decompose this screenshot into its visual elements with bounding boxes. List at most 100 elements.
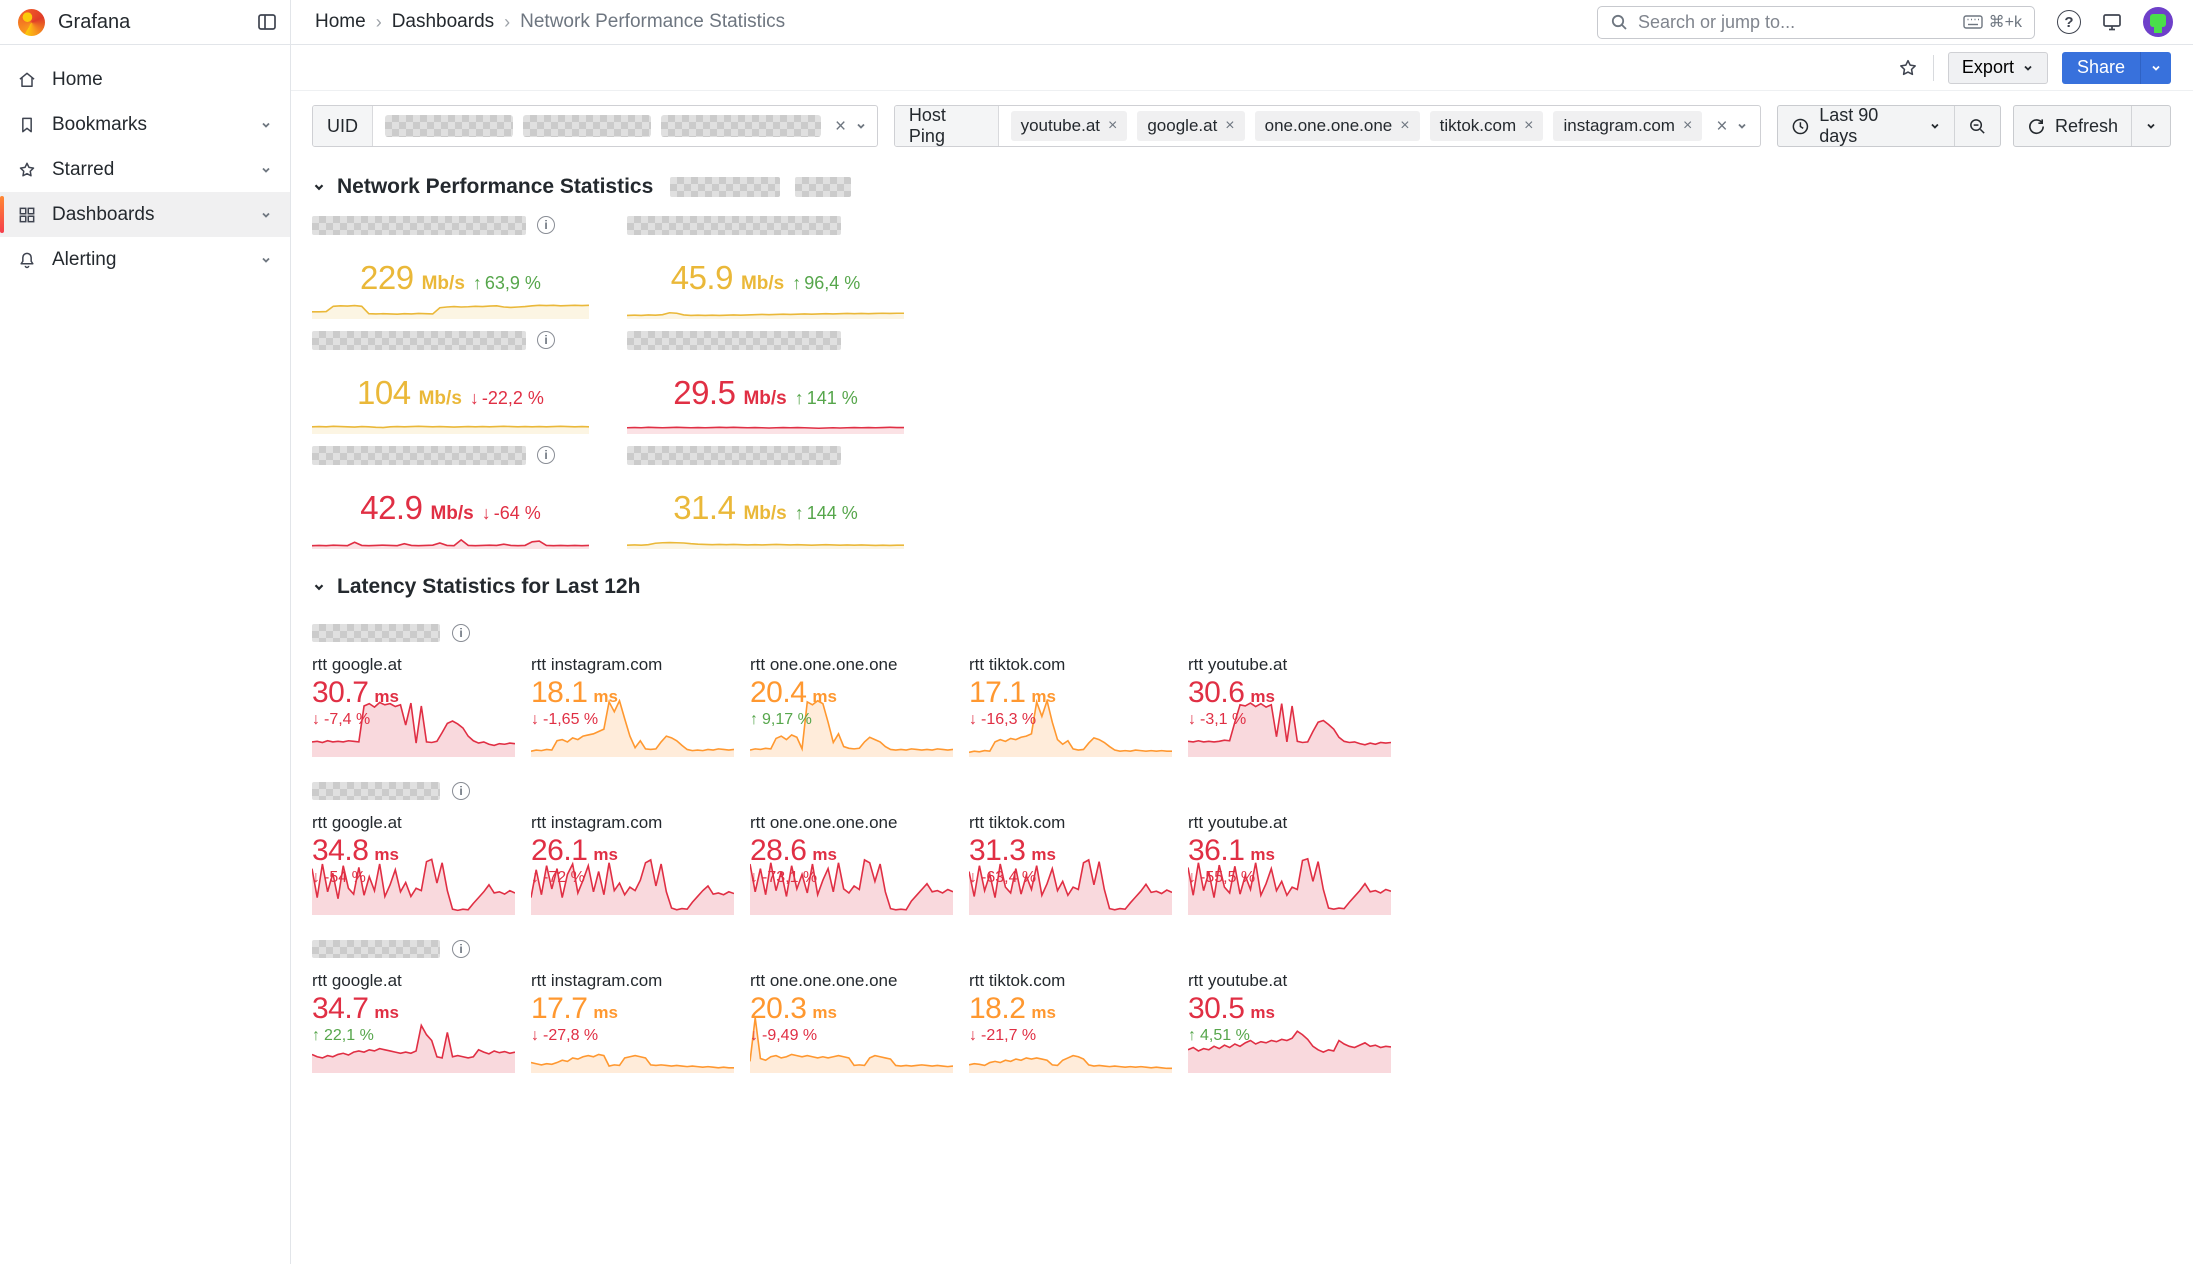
latency-unit: ms xyxy=(1250,687,1275,706)
remove-icon[interactable]: × xyxy=(1225,117,1235,134)
redacted-text xyxy=(795,177,852,197)
stat-unit: Mb/s xyxy=(740,273,785,294)
chevron-down-icon[interactable] xyxy=(260,164,272,176)
clear-filter-icon[interactable]: × xyxy=(835,115,847,137)
filter-value-chip[interactable]: google.at × xyxy=(1137,111,1245,141)
panel-title: rtt tiktok.com xyxy=(969,813,1066,832)
breadcrumb-home[interactable]: Home xyxy=(315,11,366,32)
latency-stat-panel: rtt tiktok.com 31.3 ms ↓ -63,4 % xyxy=(969,813,1172,915)
active-accent-bar xyxy=(0,196,4,233)
latency-value: 34.7 xyxy=(312,992,369,1025)
filter-value-chip[interactable]: instagram.com × xyxy=(1553,111,1703,141)
sparkline xyxy=(531,857,734,915)
latency-row: i rtt google.at 34.8 ms ↓ -54 % rtt insta… xyxy=(312,781,2169,915)
latency-stat-panel: rtt tiktok.com 18.2 ms ↓ -21,7 % xyxy=(969,971,1172,1073)
panel-title: rtt tiktok.com xyxy=(969,655,1066,674)
share-button[interactable]: Share xyxy=(2061,51,2171,84)
latency-delta: ↓ -54 % xyxy=(312,868,366,886)
stat-value: 104 xyxy=(357,374,411,411)
user-avatar[interactable] xyxy=(2143,7,2173,37)
filter-value-chip[interactable]: one.one.one.one × xyxy=(1254,111,1420,141)
latency-unit: ms xyxy=(812,687,837,706)
chevron-down-icon[interactable] xyxy=(1736,120,1748,132)
dashboard-canvas: Network Performance Statistics i 229 Mb/… xyxy=(291,153,2193,1073)
grafana-logo-icon[interactable] xyxy=(18,8,45,36)
refresh-button[interactable]: Refresh xyxy=(2014,106,2131,146)
section-network-header[interactable]: Network Performance Statistics xyxy=(312,175,2169,199)
chevron-down-icon xyxy=(2147,123,2155,129)
remove-icon[interactable]: × xyxy=(1524,117,1534,134)
trend-arrow-icon: ↓ xyxy=(1188,868,1196,886)
chevron-down-icon[interactable] xyxy=(260,119,272,131)
collapse-chevron-icon[interactable] xyxy=(312,580,326,594)
sidebar-item-alerting[interactable]: Alerting xyxy=(0,237,290,282)
host-ping-filter[interactable]: Host Ping youtube.at × google.at × one.one.o… xyxy=(893,105,1762,147)
trend-arrow-icon: ↓ xyxy=(312,868,320,886)
share-caret[interactable] xyxy=(2140,51,2171,84)
kiosk-monitor-icon[interactable] xyxy=(2101,11,2123,33)
remove-icon[interactable]: × xyxy=(1682,117,1693,134)
chevron-down-icon[interactable] xyxy=(260,254,272,266)
stat-panel: i 229 Mb/s ↑ 63,9 % xyxy=(312,215,589,319)
info-icon[interactable]: i xyxy=(537,331,555,349)
remove-icon[interactable]: × xyxy=(1400,117,1410,134)
chevron-down-icon[interactable] xyxy=(260,209,272,221)
sidebar-item-starred[interactable]: Starred xyxy=(0,147,290,192)
uid-filter-label: UID xyxy=(313,106,373,146)
stat-value: 229 xyxy=(360,259,414,296)
refresh-interval-caret[interactable] xyxy=(2131,106,2170,146)
app-name: Grafana xyxy=(58,10,131,33)
latency-unit: ms xyxy=(593,1003,618,1022)
sparkline xyxy=(750,699,953,757)
info-icon[interactable]: i xyxy=(537,446,555,464)
clear-filter-icon[interactable]: × xyxy=(1716,115,1728,137)
latency-value: 18.1 xyxy=(531,676,588,709)
trend-arrow-icon: ↓ xyxy=(481,503,491,523)
filter-value-chip[interactable]: tiktok.com × xyxy=(1429,111,1544,141)
latency-unit: ms xyxy=(1250,845,1275,864)
stat-value: 42.9 xyxy=(360,489,423,526)
info-icon[interactable]: i xyxy=(452,782,470,800)
uid-filter[interactable]: UID × xyxy=(312,105,878,147)
sidebar-item-bookmarks[interactable]: Bookmarks xyxy=(0,102,290,147)
latency-stat-panel: rtt google.at 30.7 ms ↓ -7,4 % xyxy=(312,655,515,757)
sparkline xyxy=(312,295,589,319)
remove-icon[interactable]: × xyxy=(1108,117,1118,134)
trend-arrow-icon: ↓ xyxy=(531,868,539,886)
export-button[interactable]: Export xyxy=(1947,51,2048,84)
sidebar-item-dashboards[interactable]: Dashboards xyxy=(0,192,290,237)
star-icon xyxy=(17,160,37,180)
latency-stat-panel: rtt tiktok.com 17.1 ms ↓ -16,3 % xyxy=(969,655,1172,757)
chevron-down-icon[interactable] xyxy=(855,120,867,132)
latency-delta: ↓ -7,4 % xyxy=(312,710,371,728)
help-icon[interactable]: ? xyxy=(2057,10,2081,34)
breadcrumb-dashboards[interactable]: Dashboards xyxy=(391,11,495,32)
latency-unit: ms xyxy=(374,687,399,706)
info-icon[interactable]: i xyxy=(537,216,555,234)
search-input[interactable]: Search or jump to... ⌘+k xyxy=(1597,5,2035,39)
time-range-picker[interactable]: Last 90 days xyxy=(1778,105,1954,146)
sidebar-item-home[interactable]: Home xyxy=(0,57,290,102)
chevron-down-icon xyxy=(2152,65,2160,71)
latency-value: 17.1 xyxy=(969,676,1026,709)
filter-value-chip[interactable]: youtube.at × xyxy=(1010,111,1128,141)
favorite-star-icon[interactable] xyxy=(1897,57,1919,79)
collapse-chevron-icon[interactable] xyxy=(312,180,326,194)
search-placeholder: Search or jump to... xyxy=(1638,11,1796,32)
redacted-panel-title xyxy=(627,215,841,235)
zoom-out-button[interactable] xyxy=(1953,106,2000,146)
stat-panel: i 42.9 Mb/s ↓ -64 % xyxy=(312,445,589,549)
info-icon[interactable]: i xyxy=(452,624,470,642)
trend-arrow-icon: ↑ xyxy=(472,273,482,293)
refresh-icon xyxy=(2029,118,2044,134)
info-icon[interactable]: i xyxy=(452,940,470,958)
sparkline xyxy=(627,295,904,319)
time-range-group: Last 90 days xyxy=(1777,105,2001,147)
stat-value: 31.4 xyxy=(673,489,736,526)
brand-area: Grafana xyxy=(0,0,291,44)
dock-menu-icon[interactable] xyxy=(256,11,278,33)
stat-panels-grid: i 229 Mb/s ↑63,9 % i 45.9 Mb/s ↑96,4 % i… xyxy=(312,215,2169,549)
latency-stat-panel: rtt google.at 34.7 ms ↑ 22,1 % xyxy=(312,971,515,1073)
section-latency-header[interactable]: Latency Statistics for Last 12h xyxy=(312,575,2169,599)
latency-delta: ↓ -27,8 % xyxy=(531,1026,599,1044)
